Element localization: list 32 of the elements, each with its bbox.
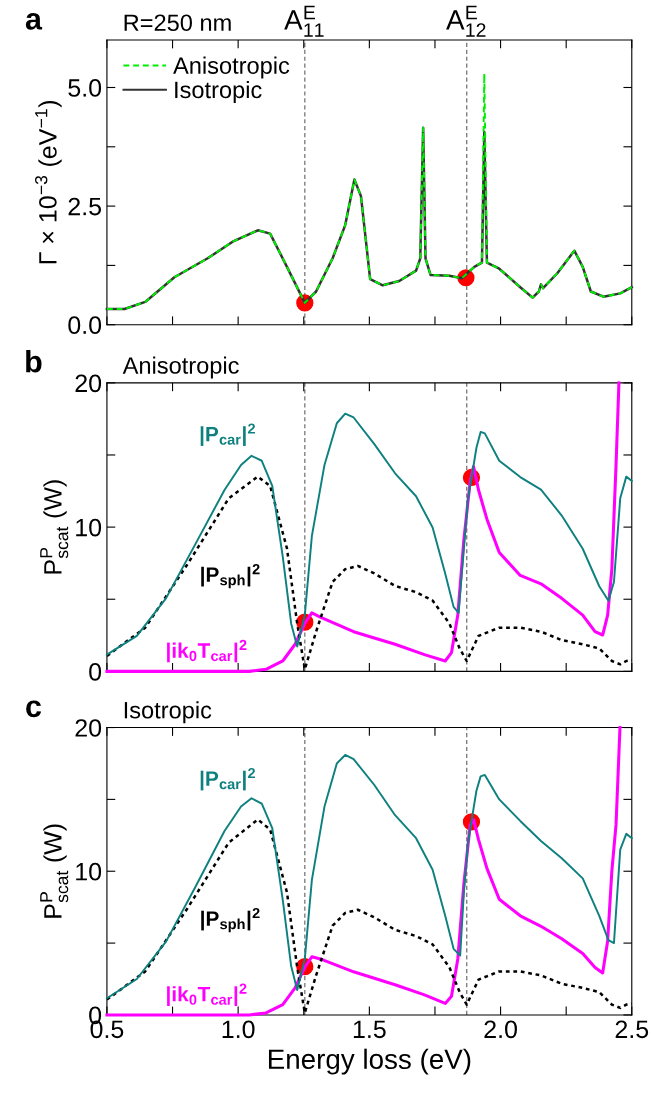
x-tick-label: 2.5 <box>615 1020 649 1039</box>
text: c <box>26 700 42 718</box>
x-tick-label: 1.5 <box>353 1020 386 1039</box>
y-tick-label: 10 <box>76 862 102 881</box>
series-label: |ik$_{0}$T$_{car}$|$^{2}$ <box>167 639 247 663</box>
y-tick-label: 5.0 <box>68 79 102 97</box>
chart-title: R=250 nm <box>124 14 231 32</box>
x-tick-label: 1.0 <box>222 1020 255 1039</box>
y-axis-title: P$^{P}$$_{scat}$ (W) <box>40 824 69 918</box>
y-axis-title: Γ × 10$^{−3}$ (eV$^{−1}$) <box>35 101 62 264</box>
text: a <box>25 12 43 30</box>
series-label: |P$_{car}$|$^{2}$ <box>200 423 256 446</box>
series-label: |P$_{car}$|$^{2}$ <box>200 767 256 791</box>
series-label: |P$_{sph}$|$^{2}$ <box>201 907 260 933</box>
y-axis-title: P$^{P}$$_{scat}$ (W) <box>40 480 69 574</box>
y-tick-label: 20 <box>75 719 102 737</box>
text: b <box>26 350 42 373</box>
legend-label: Anisotropic <box>173 56 290 79</box>
x-tick-label: 2.0 <box>484 1020 517 1039</box>
ref-line-label: A$^{E}$$_{11}$ <box>284 5 324 37</box>
y-tick-label: 0 <box>89 662 102 681</box>
ref-line-label: A$^{E}$$_{12}$ <box>446 5 486 37</box>
y-tick-label: 20 <box>75 374 102 393</box>
x-axis-title: Energy loss (eV) <box>268 1048 471 1075</box>
y-tick-label: 0.0 <box>68 316 102 335</box>
legend-label: Isotropic <box>175 80 262 103</box>
series-label: |ik$_{0}$T$_{car}$|$^{2}$ <box>167 983 247 1006</box>
y-tick-label: 2.5 <box>68 197 102 216</box>
series-label: |P$_{sph}$|$^{2}$ <box>201 563 260 589</box>
chart-title: Anisotropic <box>122 356 239 379</box>
chart-title: Isotropic <box>124 701 212 724</box>
y-tick-label: 10 <box>76 518 102 537</box>
